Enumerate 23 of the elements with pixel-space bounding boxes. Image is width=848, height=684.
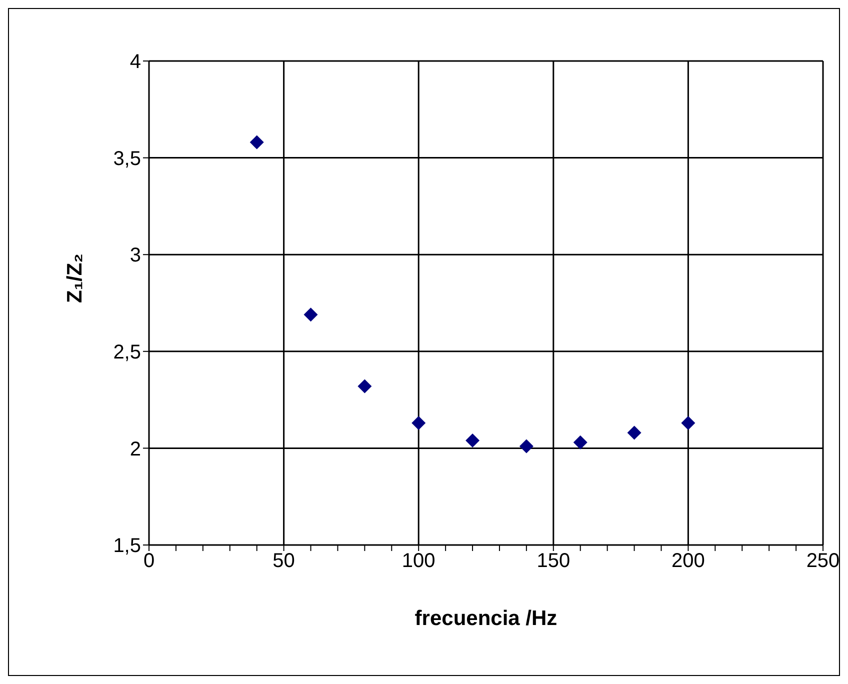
- point: [250, 135, 264, 150]
- point: [681, 416, 696, 430]
- point: [627, 426, 642, 440]
- point: [573, 435, 588, 450]
- point: [412, 416, 426, 430]
- point: [519, 439, 534, 454]
- y-tick-label: 3,5: [113, 148, 141, 170]
- x-tick-label: 100: [402, 550, 436, 572]
- y-axis-title: Z₁/Z₂: [63, 253, 86, 303]
- x-tick-label: 0: [143, 550, 155, 572]
- y-tick-label: 1,5: [113, 535, 141, 558]
- x-tick-label: 250: [806, 550, 840, 572]
- point: [358, 379, 372, 394]
- y-tick-label: 2,5: [113, 342, 141, 364]
- x-tick-label: 150: [536, 550, 570, 572]
- y-tick-label: 4: [130, 51, 141, 74]
- x-tick-label: 200: [672, 550, 705, 572]
- x-axis-title: frecuencia /Hz: [414, 607, 558, 630]
- x-tick-label: 50: [272, 550, 295, 572]
- y-tick-label: 2: [130, 438, 141, 460]
- point: [304, 308, 318, 322]
- point: [466, 433, 480, 448]
- y-tick-label: 3: [130, 244, 141, 267]
